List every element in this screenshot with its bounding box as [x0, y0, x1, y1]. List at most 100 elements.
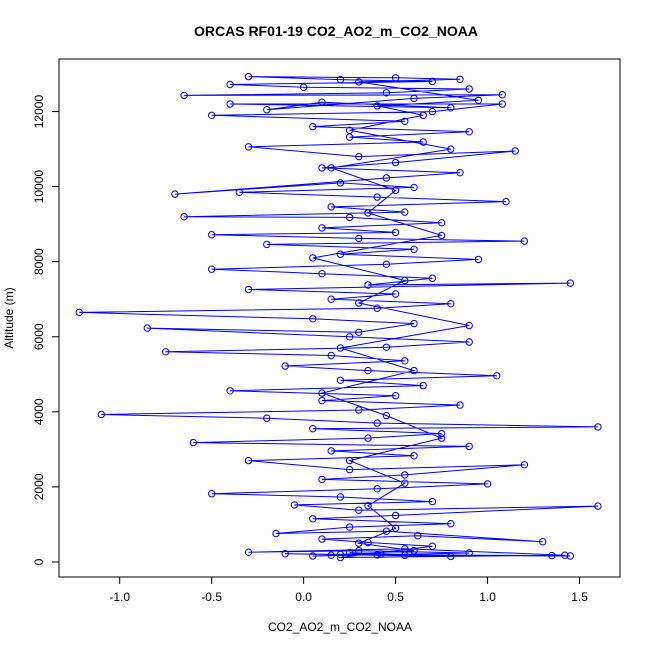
- data-point: [414, 532, 422, 540]
- y-tick-label: 10000: [32, 170, 46, 204]
- data-point: [336, 250, 345, 258]
- data-point: [327, 203, 335, 211]
- data-point: [410, 366, 418, 375]
- data-point: [382, 174, 391, 182]
- data-point: [263, 240, 271, 249]
- data-point: [373, 102, 381, 110]
- data-point: [244, 285, 253, 294]
- data-point: [465, 338, 473, 346]
- data-point: [566, 552, 574, 560]
- data-point: [566, 279, 574, 287]
- x-tick-label: 1.0: [479, 590, 496, 604]
- data-point: [345, 523, 354, 531]
- data-point: [309, 254, 317, 262]
- data-point: [391, 228, 400, 237]
- data-layer: [75, 72, 602, 562]
- data-point: [336, 376, 345, 384]
- data-point: [498, 91, 506, 99]
- data-point: [345, 213, 354, 222]
- data-point: [447, 552, 455, 561]
- data-point: [428, 542, 437, 550]
- y-tick-label: 4000: [32, 398, 46, 425]
- data-point: [410, 94, 418, 103]
- y-tick-label: 0: [32, 558, 46, 565]
- data-point: [336, 550, 345, 559]
- data-point: [355, 299, 363, 307]
- data-point: [419, 138, 427, 146]
- data-point: [235, 188, 244, 197]
- data-point: [336, 493, 345, 501]
- y-tick-label: 2000: [32, 473, 46, 500]
- x-tick-label: -0.5: [201, 590, 222, 604]
- data-point: [428, 274, 437, 282]
- data-point: [391, 524, 400, 532]
- data-point: [180, 213, 188, 221]
- data-point: [336, 75, 345, 84]
- data-point: [401, 471, 409, 479]
- data-point: [281, 550, 289, 558]
- data-point: [327, 351, 335, 360]
- data-point: [520, 237, 529, 245]
- data-point: [318, 475, 326, 484]
- data-point: [377, 550, 385, 558]
- data-point: [456, 75, 464, 84]
- data-point: [318, 389, 326, 397]
- data-point: [401, 117, 409, 126]
- data-point: [244, 548, 253, 556]
- data-point: [208, 111, 216, 120]
- data-point: [318, 270, 326, 278]
- data-point: [345, 548, 354, 557]
- data-point: [493, 372, 501, 380]
- data-point: [373, 419, 381, 427]
- y-axis-label: Altitude (m): [2, 287, 16, 348]
- data-point: [465, 321, 473, 330]
- data-point: [327, 447, 335, 455]
- x-tick-label: 0.0: [295, 590, 312, 604]
- data-point: [382, 527, 391, 535]
- data-point: [447, 104, 455, 112]
- data-point: [548, 551, 556, 560]
- data-point: [318, 224, 326, 232]
- data-point: [447, 145, 455, 153]
- data-point: [345, 333, 354, 341]
- data-point: [75, 308, 83, 317]
- plot-frame: [58, 58, 621, 578]
- data-point: [382, 343, 391, 351]
- data-point: [447, 300, 455, 308]
- data-point: [373, 485, 381, 493]
- data-point: [373, 304, 381, 312]
- data-point: [208, 265, 216, 273]
- data-point: [401, 551, 409, 559]
- data-point: [502, 197, 510, 206]
- data-point: [309, 122, 317, 131]
- data-point: [474, 255, 483, 264]
- data-point: [382, 260, 391, 268]
- data-point: [180, 91, 188, 100]
- data-point: [456, 401, 464, 409]
- data-point: [345, 456, 354, 465]
- data-point: [355, 328, 363, 336]
- data-point: [299, 83, 308, 91]
- data-point: [336, 344, 345, 352]
- data-point: [281, 362, 289, 370]
- data-point: [318, 98, 326, 106]
- data-point: [171, 190, 179, 198]
- data-point: [355, 152, 363, 161]
- data-point: [263, 106, 271, 114]
- data-point: [401, 208, 409, 216]
- data-point: [318, 164, 326, 172]
- data-point: [498, 100, 506, 108]
- data-point: [391, 511, 400, 520]
- x-axis-label: CO2_AO2_m_CO2_NOAA: [268, 620, 412, 634]
- data-point: [437, 219, 446, 227]
- data-point: [208, 490, 216, 498]
- data-point: [428, 497, 437, 506]
- data-point: [594, 502, 602, 510]
- data-point: [401, 357, 409, 365]
- y-axis: 0 2000 4000 6000 8000 10000 12000: [32, 95, 60, 565]
- data-point: [364, 434, 372, 442]
- x-tick-label: -1.0: [109, 590, 130, 604]
- data-point: [364, 209, 372, 217]
- data-point: [318, 396, 326, 405]
- data-point: [419, 381, 427, 390]
